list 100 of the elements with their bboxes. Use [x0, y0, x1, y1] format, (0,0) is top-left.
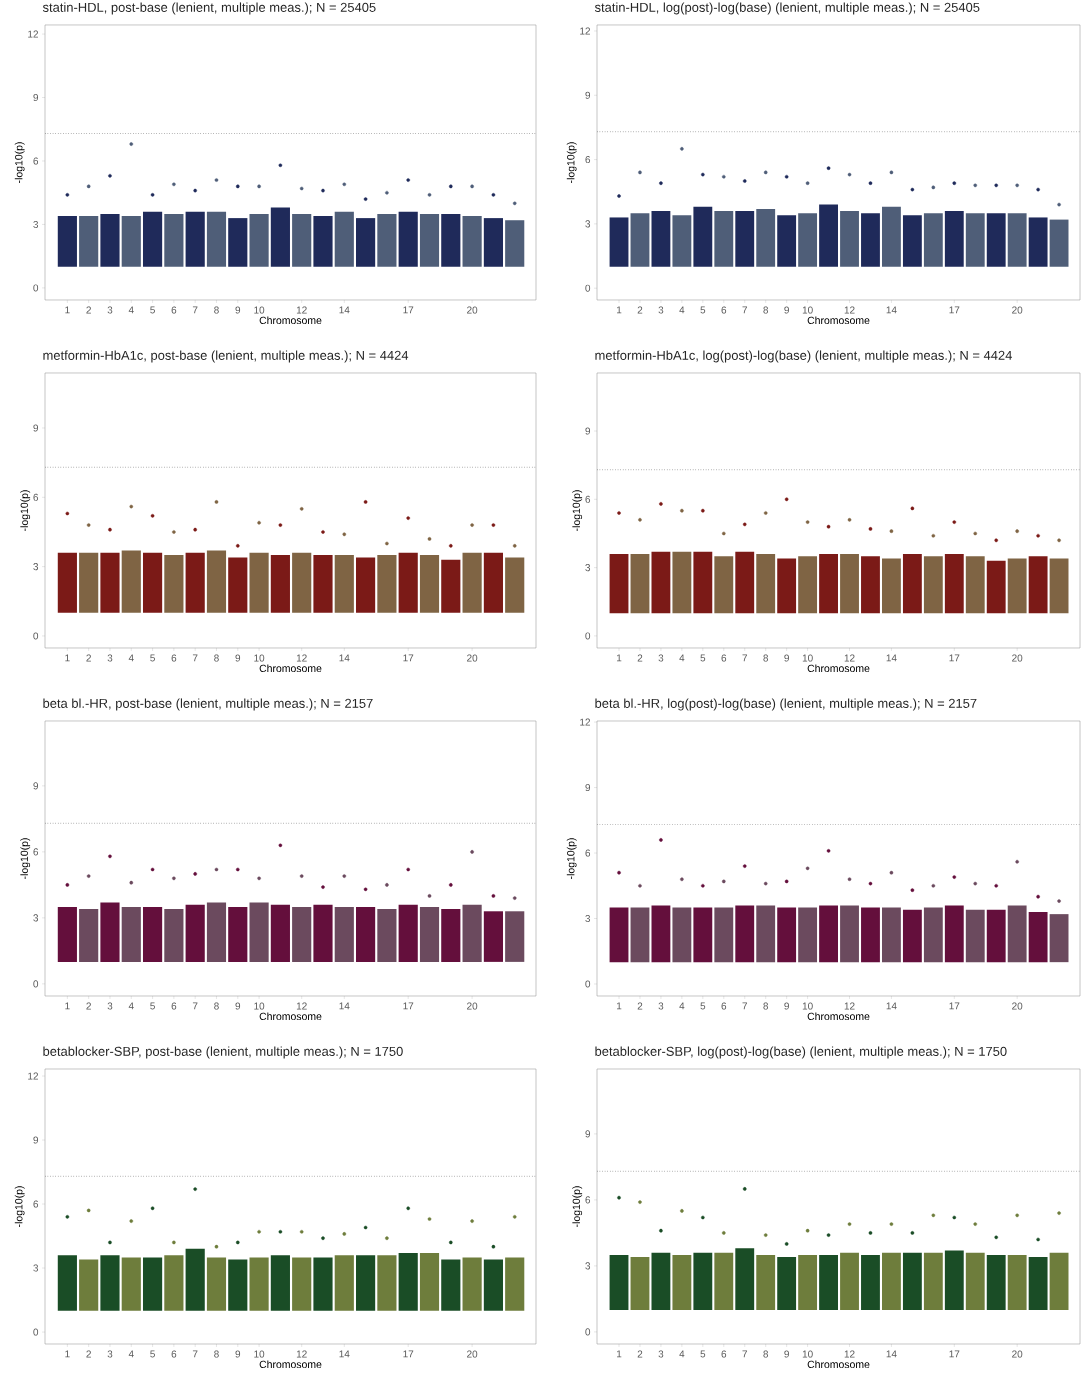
- x-tick-label: 9: [784, 1350, 789, 1358]
- x-tick-label: 2: [86, 654, 91, 662]
- x-tick-label: 4: [679, 1350, 685, 1358]
- y-tick-label: 0: [33, 980, 39, 988]
- x-tick-label: 3: [658, 1002, 664, 1010]
- y-tick-label: 9: [585, 91, 591, 99]
- x-tick-label: 1: [617, 654, 622, 662]
- x-tick-label: 12: [296, 1002, 307, 1010]
- x-tick-label: 4: [128, 654, 134, 662]
- x-tick-label: 8: [763, 1002, 769, 1010]
- x-tick-label: 1: [65, 1002, 70, 1010]
- x-tick-label: 2: [637, 306, 643, 314]
- x-tick-label: 7: [192, 654, 198, 662]
- x-tick-label: 8: [214, 1002, 219, 1010]
- y-tick-label: 0: [33, 284, 39, 292]
- x-tick-label: 4: [679, 306, 685, 314]
- chart-title: statin-HDL, log(post)-log(base) (lenient, multiple meas.); N = 25405: [594, 2, 980, 15]
- y-tick-label: 0: [585, 1328, 591, 1336]
- x-tick-label: 17: [949, 1350, 960, 1358]
- x-axis-title: Chromosome: [807, 664, 870, 673]
- x-tick-label: 17: [949, 654, 960, 662]
- x-tick-label: 14: [339, 306, 350, 314]
- y-axis-title: -log10(p): [14, 1186, 25, 1227]
- x-tick-label: 5: [700, 1350, 706, 1358]
- x-tick-label: 4: [679, 654, 685, 662]
- x-tick-label: 8: [763, 1350, 769, 1358]
- x-tick-label: 17: [403, 654, 414, 662]
- x-tick-label: 14: [886, 306, 897, 314]
- chart-title: beta bl.-HR, log(post)-log(base) (lenient, multiple meas.); N = 2157: [595, 698, 977, 711]
- x-tick-label: 3: [107, 306, 113, 314]
- y-tick-label: 6: [585, 849, 591, 857]
- y-tick-label: 3: [33, 220, 39, 228]
- x-tick-label: 7: [192, 1002, 198, 1010]
- x-tick-label: 9: [235, 654, 241, 662]
- x-tick-label: 3: [658, 1350, 664, 1358]
- x-tick-label: 20: [467, 1002, 478, 1010]
- x-tick-label: 3: [107, 1350, 113, 1358]
- x-tick-label: 7: [742, 306, 748, 314]
- x-tick-label: 5: [700, 306, 706, 314]
- x-tick-label: 10: [802, 306, 813, 314]
- y-tick-label: 0: [585, 632, 591, 640]
- y-axis-title: -log10(p): [20, 490, 31, 531]
- x-tick-label: 1: [65, 1350, 70, 1358]
- x-tick-label: 6: [171, 654, 177, 662]
- y-tick-label: 12: [580, 27, 591, 35]
- y-tick-label: 3: [585, 564, 591, 572]
- y-tick-label: 3: [585, 1262, 591, 1270]
- x-tick-label: 5: [150, 306, 155, 314]
- y-tick-label: 9: [585, 784, 591, 792]
- x-tick-label: 20: [1012, 1350, 1023, 1358]
- x-tick-label: 7: [742, 654, 748, 662]
- chart-title: betablocker-SBP, log(post)-log(base) (lenient, multiple meas.); N = 1750: [595, 1046, 1007, 1059]
- x-tick-label: 17: [949, 1002, 960, 1010]
- x-tick-label: 4: [128, 1002, 134, 1010]
- x-tick-label: 8: [763, 306, 769, 314]
- x-tick-label: 9: [235, 1002, 241, 1010]
- x-tick-label: 9: [784, 306, 789, 314]
- x-tick-label: 9: [784, 1002, 789, 1010]
- x-tick-label: 2: [86, 306, 91, 314]
- x-tick-label: 8: [214, 1350, 219, 1358]
- x-tick-label: 2: [637, 654, 643, 662]
- x-tick-label: 12: [844, 1002, 855, 1010]
- x-tick-label: 1: [617, 1002, 622, 1010]
- x-tick-label: 5: [700, 1002, 706, 1010]
- y-tick-label: 6: [33, 493, 39, 501]
- x-axis-title: Chromosome: [259, 1360, 322, 1369]
- x-tick-label: 12: [844, 1350, 855, 1358]
- y-tick-label: 9: [33, 1136, 39, 1144]
- y-tick-label: 9: [33, 94, 39, 102]
- x-tick-label: 14: [886, 1002, 897, 1010]
- x-tick-label: 3: [658, 306, 664, 314]
- x-tick-label: 20: [467, 1350, 478, 1358]
- x-tick-label: 20: [1012, 306, 1023, 314]
- x-tick-label: 10: [802, 1350, 813, 1358]
- chart-title: metformin-HbA1c, post-base (lenient, multiple meas.); N = 4424: [43, 350, 409, 363]
- x-tick-label: 12: [296, 306, 307, 314]
- x-axis-title: Chromosome: [259, 664, 322, 673]
- x-tick-label: 2: [86, 1350, 91, 1358]
- x-axis-title: Chromosome: [807, 1360, 870, 1369]
- y-tick-label: 6: [585, 156, 591, 164]
- x-tick-label: 7: [192, 1350, 198, 1358]
- x-tick-label: 14: [886, 654, 897, 662]
- chart-title: statin-HDL, post-base (lenient, multiple meas.); N = 25405: [42, 2, 376, 15]
- chart-title: betablocker-SBP, post-base (lenient, multiple meas.); N = 1750: [43, 1046, 403, 1059]
- x-tick-label: 2: [86, 1002, 91, 1010]
- x-tick-label: 7: [742, 1350, 748, 1358]
- y-tick-label: 0: [585, 284, 591, 292]
- y-tick-label: 6: [585, 1196, 591, 1204]
- x-tick-label: 2: [637, 1002, 643, 1010]
- x-tick-label: 10: [802, 654, 813, 662]
- y-tick-label: 0: [33, 632, 39, 640]
- y-tick-label: 9: [585, 427, 591, 435]
- x-tick-label: 12: [296, 654, 307, 662]
- y-axis-title: -log10(p): [14, 142, 25, 183]
- x-axis-title: Chromosome: [807, 316, 870, 325]
- x-tick-label: 1: [65, 654, 70, 662]
- y-tick-label: 6: [33, 1200, 39, 1208]
- y-tick-label: 6: [33, 157, 39, 165]
- x-tick-label: 10: [802, 1002, 813, 1010]
- x-tick-label: 10: [254, 654, 265, 662]
